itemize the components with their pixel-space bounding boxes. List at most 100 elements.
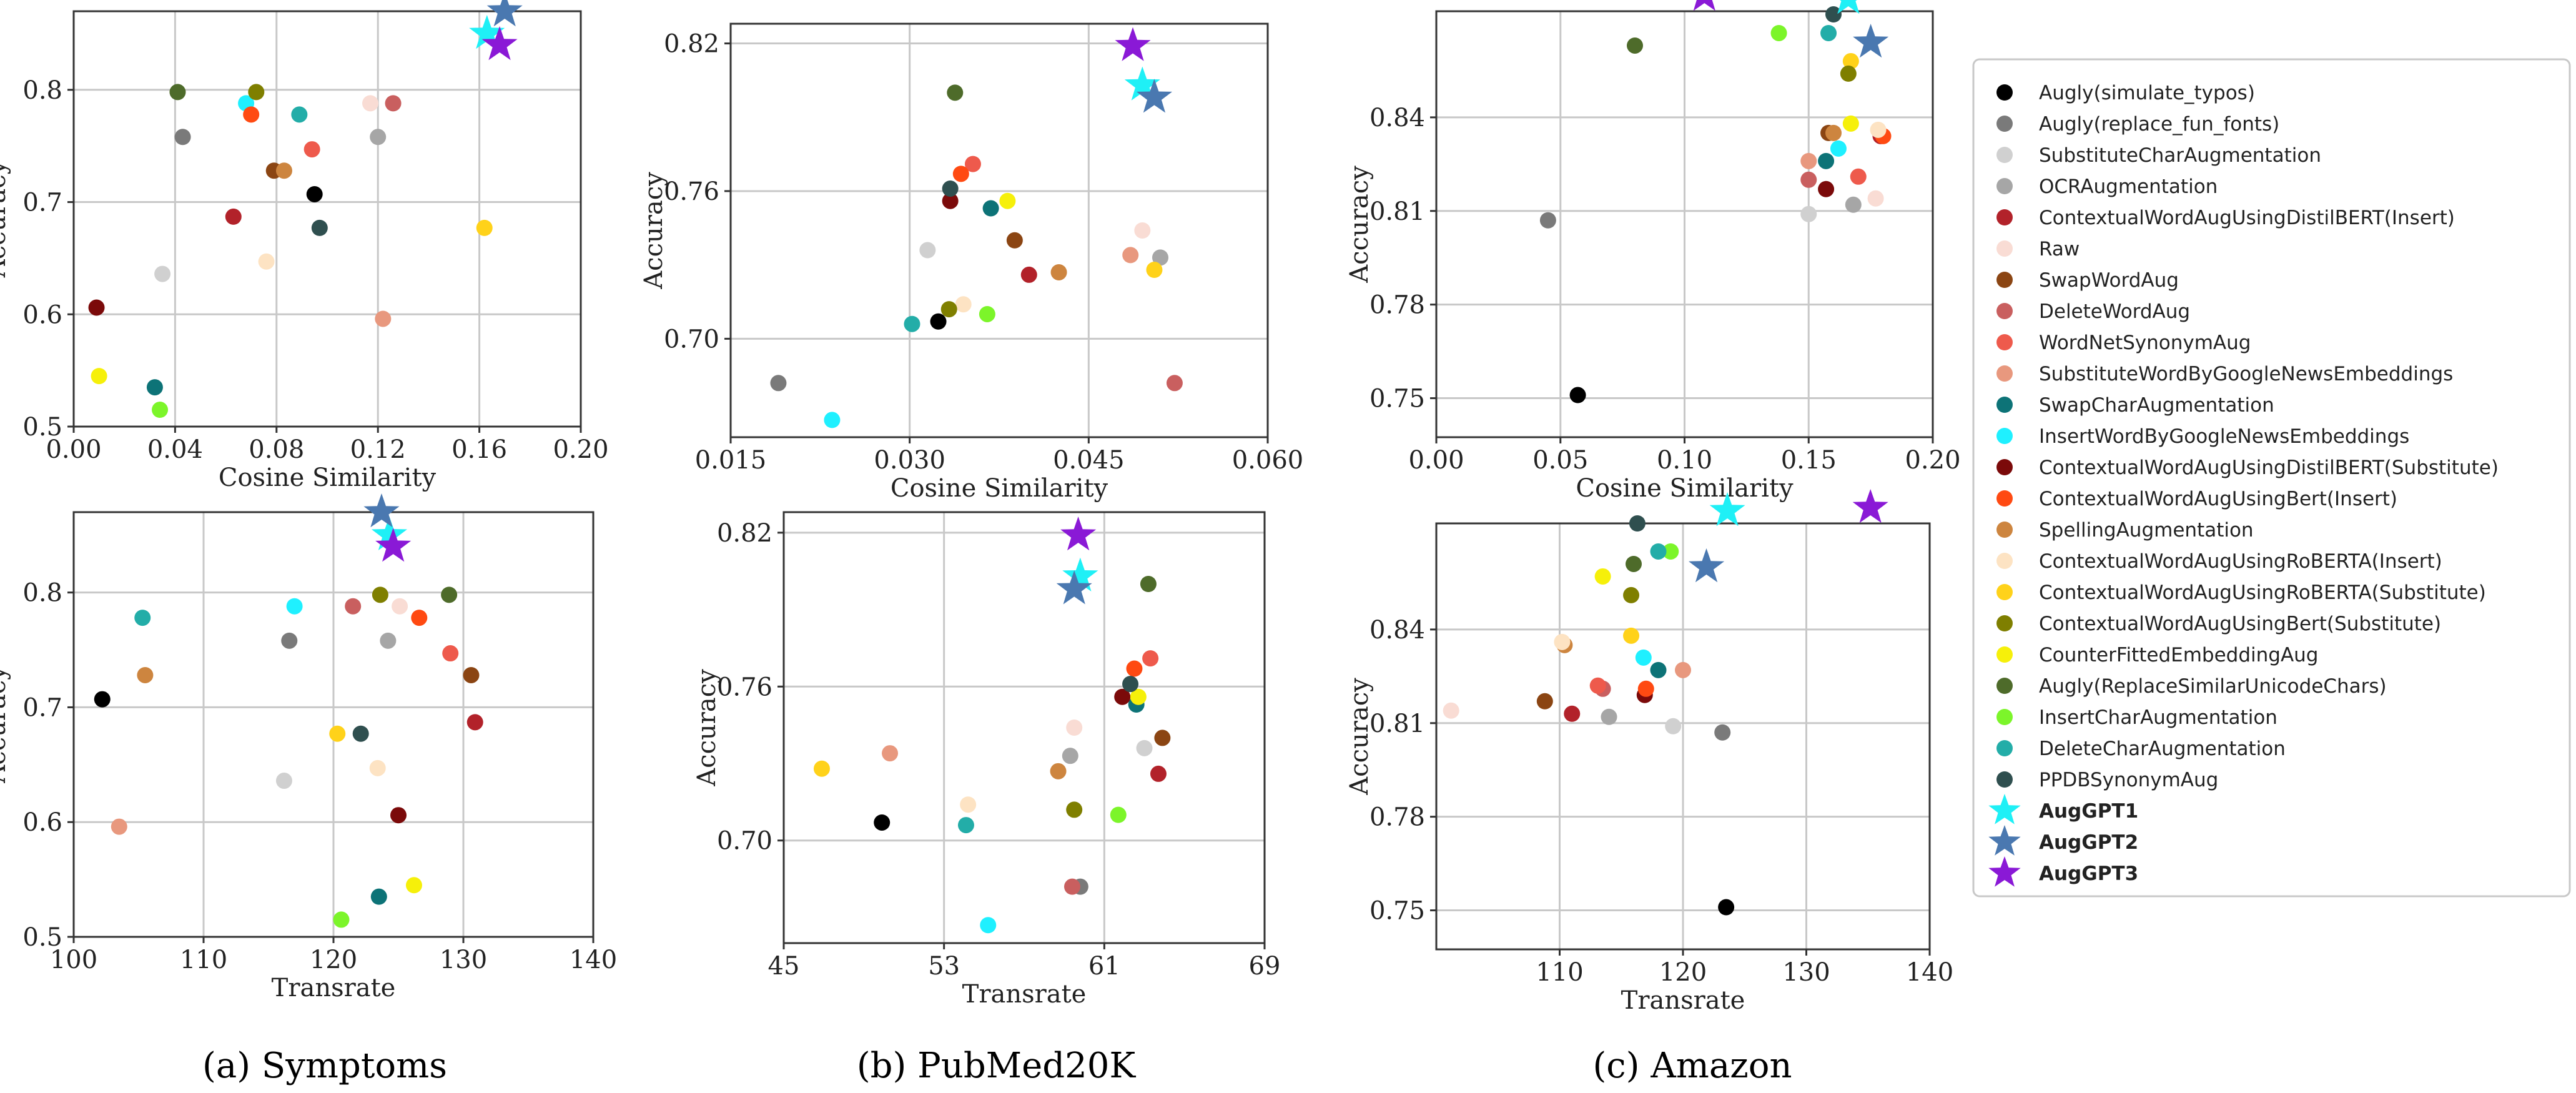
data-point (874, 814, 891, 831)
legend-circle-marker (1996, 771, 2013, 788)
data-point (1718, 899, 1735, 916)
data-point (1064, 878, 1080, 895)
data-point (134, 610, 151, 626)
legend-label: InsertCharAugmentation (2039, 706, 2277, 729)
data-point (225, 208, 242, 225)
data-point (390, 807, 407, 824)
legend-label: ContextualWordAugUsingDistilBERT(Substit… (2039, 457, 2499, 479)
legend-circle-marker (1996, 490, 2013, 507)
data-point (441, 586, 458, 603)
data-point (1842, 52, 1859, 69)
scatter-panel-3: 0.00 0.05 0.10 0.15 0.20 0.75 0.78 0.81 0.84 Cosi… (1345, 0, 1961, 503)
y-axis-label: Accuracy (1345, 166, 1374, 284)
data-point-star (1689, 548, 1725, 583)
x-tick-label: 0.15 (1781, 446, 1837, 475)
data-point (1554, 633, 1571, 650)
legend-label: Augly(simulate_typos) (2039, 82, 2255, 104)
legend-item: DeleteCharAugmentation (1996, 738, 2286, 760)
y-tick-label: 0.82 (664, 30, 719, 59)
data-point (824, 412, 841, 428)
legend-circle-marker (1996, 365, 2013, 382)
legend-item: SwapWordAug (1996, 269, 2179, 292)
data-point (952, 166, 969, 182)
data-point-star (1693, 0, 1715, 11)
legend-circle-marker (1996, 116, 2013, 132)
data-point (1146, 262, 1163, 279)
x-tick-label: 0.04 (147, 435, 203, 464)
data-point (286, 598, 303, 615)
data-point (1140, 576, 1157, 592)
legend-star-marker (1988, 825, 2021, 856)
data-point-star (363, 493, 400, 528)
data-point (1675, 661, 1691, 678)
data-point (248, 84, 265, 101)
y-tick-label: 0.82 (717, 519, 772, 548)
y-tick-label: 0.7 (22, 189, 62, 217)
data-point (372, 586, 388, 603)
legend-item: AugGPT2 (1988, 825, 2138, 856)
x-tick-label: 120 (1659, 958, 1707, 987)
plot-frame (782, 511, 1266, 944)
legend: Augly(simulate_typos) Augly(replace_fun_f… (1972, 58, 2571, 898)
x-tick-label: 0.015 (695, 446, 767, 475)
legend-item: AugGPT1 (1988, 794, 2138, 824)
legend-label: ContextualWordAugUsingBert(Insert) (2039, 488, 2397, 510)
data-point (1770, 24, 1787, 41)
legend-circle-marker (1996, 272, 2013, 288)
data-point (1820, 24, 1837, 41)
legend-label: SubstituteWordByGoogleNewsEmbeddings (2039, 363, 2453, 385)
legend-item: DeleteWordAug (1996, 300, 2190, 323)
legend-item: SwapCharAugmentation (1996, 394, 2274, 417)
legend-label: Augly(replace_fun_fonts) (2039, 113, 2279, 136)
legend-item: PPDBSynonymAug (1996, 769, 2218, 791)
data-point (942, 192, 959, 209)
x-tick-label: 69 (1249, 952, 1281, 981)
y-tick-label: 0.70 (664, 325, 719, 354)
legend-item: WordNetSynonymAug (1996, 332, 2251, 354)
data-point (999, 192, 1016, 209)
legend-circle-marker (1996, 147, 2013, 163)
y-axis-label: Accuracy (639, 172, 668, 290)
data-point (942, 181, 959, 197)
data-point (1110, 806, 1127, 823)
x-tick-label: 110 (180, 946, 227, 974)
data-point (1564, 705, 1581, 722)
legend-star-marker (1988, 794, 2021, 824)
data-point-star (1136, 79, 1172, 113)
x-tick-label: 120 (310, 946, 357, 974)
data-point (345, 598, 362, 615)
data-point (1825, 6, 1842, 22)
data-point (1536, 693, 1553, 710)
legend-item: Augly(replace_fun_fonts) (1996, 113, 2279, 136)
data-point (369, 759, 386, 776)
plot-frame (72, 10, 582, 428)
legend-label: AugGPT2 (2039, 831, 2138, 854)
data-point (1050, 264, 1067, 280)
legend-label: ContextualWordAugUsingDistilBERT(Insert) (2039, 207, 2455, 229)
data-point-star (371, 516, 407, 550)
y-tick-label: 0.81 (1369, 197, 1425, 226)
data-point (1650, 543, 1667, 560)
legend-circle-marker (1996, 84, 2013, 101)
legend-circle-marker (1996, 303, 2013, 319)
data-point (306, 185, 323, 202)
y-tick-label: 0.70 (717, 827, 772, 856)
data-point (303, 141, 320, 158)
data-point (111, 818, 127, 835)
legend-item: AugGPT3 (1988, 856, 2138, 887)
data-point (919, 242, 936, 259)
data-point (1818, 181, 1835, 197)
data-point (329, 725, 346, 742)
y-axis-label: Accuracy (1345, 678, 1374, 796)
data-point (1142, 650, 1159, 667)
data-point (362, 95, 379, 112)
data-point (405, 877, 422, 894)
legend-item: ContextualWordAugUsingBert(Substitute) (1996, 613, 2441, 635)
y-tick-label: 0.84 (1369, 104, 1425, 132)
data-point (243, 106, 260, 123)
data-point (137, 666, 154, 683)
legend-circle-marker (1996, 334, 2013, 350)
data-point (1800, 171, 1817, 188)
y-tick-label: 0.8 (22, 579, 62, 608)
y-tick-label: 0.78 (1369, 291, 1425, 320)
